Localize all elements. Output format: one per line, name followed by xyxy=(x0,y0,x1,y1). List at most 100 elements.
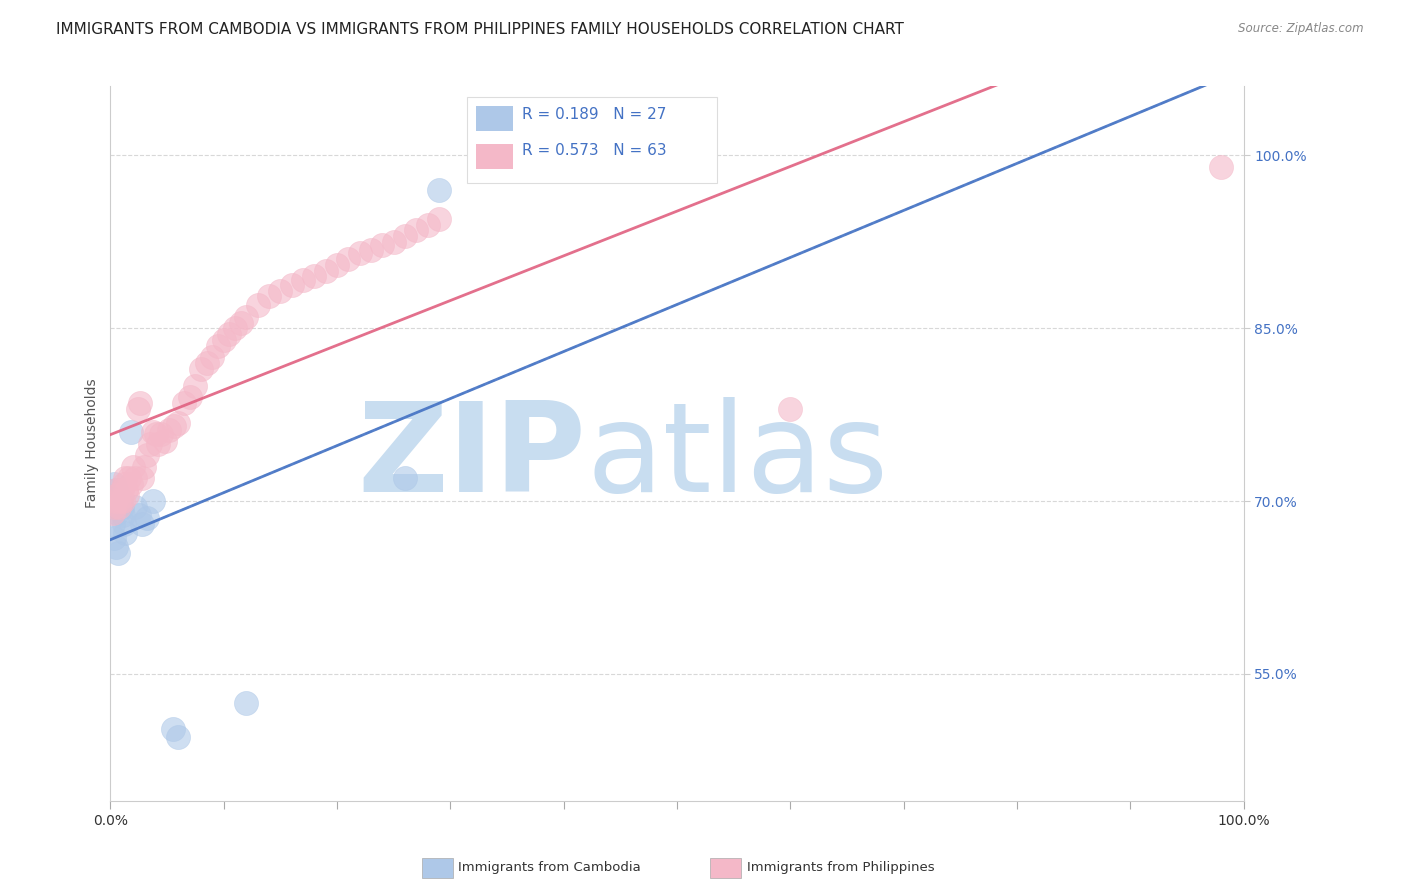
Point xyxy=(371,238,394,252)
Point xyxy=(112,517,135,532)
Point xyxy=(111,508,134,522)
Point xyxy=(145,427,167,442)
Point xyxy=(257,289,280,303)
Point xyxy=(128,508,150,522)
Text: atlas: atlas xyxy=(586,397,889,518)
Point xyxy=(131,471,153,485)
Point xyxy=(304,269,326,284)
Point xyxy=(107,546,129,560)
Point xyxy=(167,731,190,745)
Point xyxy=(326,258,349,272)
Text: Immigrants from Philippines: Immigrants from Philippines xyxy=(747,861,934,873)
Point xyxy=(142,425,165,439)
Point xyxy=(150,427,173,442)
Text: Immigrants from Cambodia: Immigrants from Cambodia xyxy=(458,861,641,873)
Point xyxy=(107,494,129,508)
Point xyxy=(117,471,139,485)
Point xyxy=(108,496,131,510)
Point xyxy=(184,379,207,393)
Point xyxy=(105,483,128,497)
Y-axis label: Family Households: Family Households xyxy=(86,379,100,508)
Point xyxy=(360,243,382,257)
Point xyxy=(394,229,416,244)
Point xyxy=(218,327,240,342)
Point xyxy=(280,277,302,292)
Point xyxy=(405,223,427,237)
FancyBboxPatch shape xyxy=(477,106,513,131)
Point xyxy=(779,402,801,417)
Point xyxy=(101,506,124,520)
Point xyxy=(107,494,129,508)
Point xyxy=(105,541,128,555)
Point xyxy=(179,391,201,405)
Point xyxy=(212,333,235,347)
Point xyxy=(416,218,439,232)
Point xyxy=(127,402,149,417)
Point xyxy=(269,285,291,299)
Point xyxy=(122,459,145,474)
Point xyxy=(153,434,176,449)
Point xyxy=(235,696,257,710)
Point xyxy=(427,183,450,197)
Text: Source: ZipAtlas.com: Source: ZipAtlas.com xyxy=(1239,22,1364,36)
Point xyxy=(427,211,450,226)
Point xyxy=(224,321,246,335)
Point xyxy=(235,310,257,324)
Text: IMMIGRANTS FROM CAMBODIA VS IMMIGRANTS FROM PHILIPPINES FAMILY HOUSEHOLDS CORREL: IMMIGRANTS FROM CAMBODIA VS IMMIGRANTS F… xyxy=(56,22,904,37)
Point xyxy=(112,476,135,491)
Point xyxy=(103,476,125,491)
Point xyxy=(134,459,156,474)
Point xyxy=(142,494,165,508)
Point xyxy=(105,488,128,502)
Point xyxy=(111,500,134,514)
Point xyxy=(195,356,218,370)
Point xyxy=(108,500,131,514)
Point xyxy=(382,235,405,249)
Point xyxy=(135,448,157,462)
Point xyxy=(101,517,124,532)
Point xyxy=(315,263,337,277)
Point xyxy=(135,511,157,525)
Text: R = 0.189   N = 27: R = 0.189 N = 27 xyxy=(522,107,666,122)
Point xyxy=(120,425,142,439)
Point xyxy=(124,500,146,514)
Point xyxy=(114,471,136,485)
Point xyxy=(163,419,186,434)
Point xyxy=(162,723,184,737)
Point xyxy=(292,273,315,287)
Point xyxy=(105,483,128,497)
Point xyxy=(103,500,125,514)
Point xyxy=(124,471,146,485)
Point xyxy=(115,483,138,497)
Point xyxy=(201,350,224,364)
Text: R = 0.573   N = 63: R = 0.573 N = 63 xyxy=(522,143,666,158)
Point xyxy=(207,338,229,352)
Point xyxy=(111,494,134,508)
Point xyxy=(114,526,136,541)
Point xyxy=(104,500,127,514)
Point xyxy=(110,494,132,508)
Point xyxy=(394,471,416,485)
Point xyxy=(101,494,124,508)
Point xyxy=(190,361,212,376)
Point xyxy=(131,517,153,532)
Point xyxy=(229,316,252,330)
Point xyxy=(120,476,142,491)
Point xyxy=(146,436,169,450)
Point xyxy=(157,423,180,437)
Point xyxy=(349,246,371,260)
Point xyxy=(337,252,360,267)
Point xyxy=(1209,160,1232,174)
FancyBboxPatch shape xyxy=(467,97,717,183)
FancyBboxPatch shape xyxy=(477,144,513,169)
Point xyxy=(173,396,195,410)
Point xyxy=(105,506,128,520)
Point xyxy=(110,491,132,506)
Text: ZIP: ZIP xyxy=(357,397,586,518)
Point xyxy=(117,488,139,502)
Point xyxy=(128,396,150,410)
Point xyxy=(246,298,269,312)
Point xyxy=(111,483,134,497)
Point xyxy=(103,531,125,545)
Point xyxy=(139,436,162,450)
